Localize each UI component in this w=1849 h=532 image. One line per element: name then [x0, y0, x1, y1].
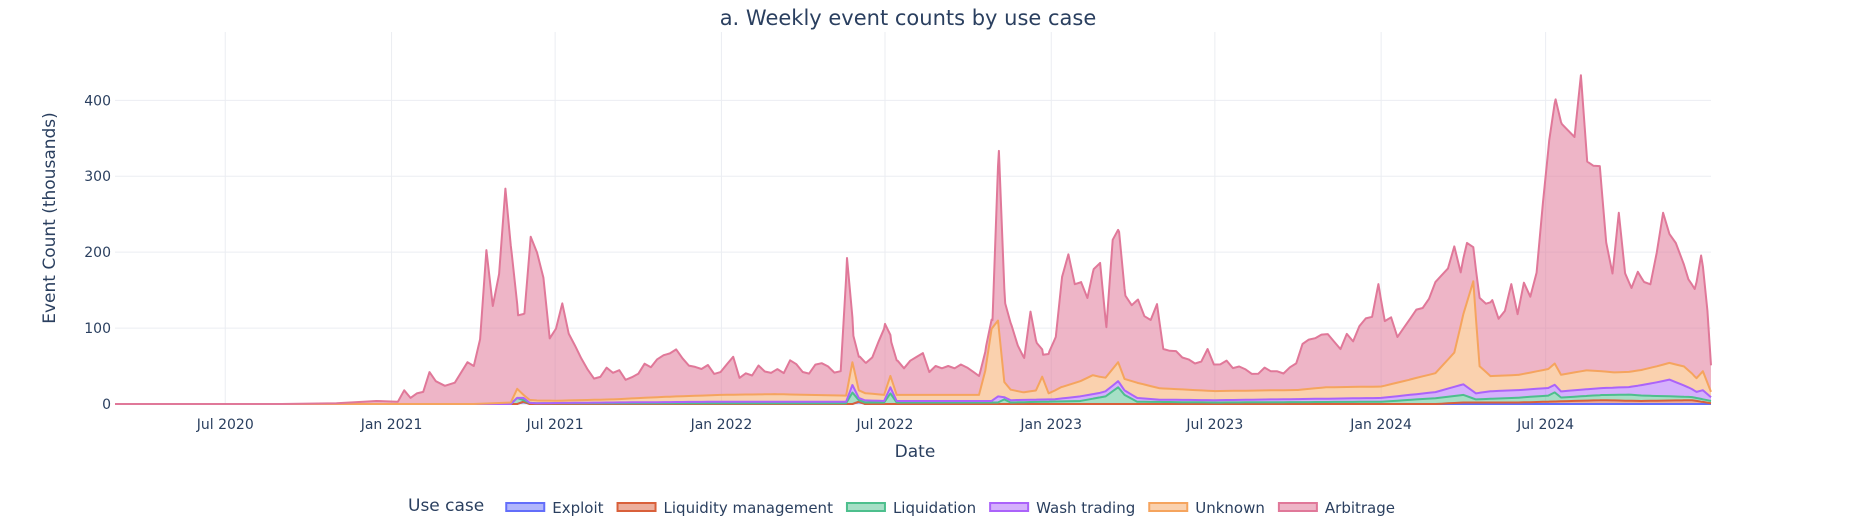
legend-swatch: [989, 502, 1030, 512]
legend-swatch: [845, 502, 886, 512]
x-axis-label: Date: [895, 442, 936, 462]
legend-label: Exploit: [552, 499, 603, 517]
line-unknown: [115, 280, 1712, 405]
x-tick-label: Jan 2023: [1019, 417, 1082, 433]
y-tick-label: 400: [84, 93, 111, 109]
y-axis-label: Event Count (thousands): [40, 112, 60, 324]
legend-label: Liquidation: [893, 499, 976, 517]
x-tick-label: Jan 2024: [1349, 417, 1412, 433]
legend-title: Use case: [408, 496, 484, 516]
legend-item-arbitrage[interactable]: Arbitrage: [1277, 499, 1395, 517]
tick-layer: Jul 2020 Jan 2021 Jul 2021 Jan 2022 Jul 2022…: [84, 93, 1574, 433]
x-tick-label: Jul 2020: [196, 417, 254, 433]
line-layer: [115, 74, 1712, 405]
legend-item-liquidation[interactable]: Liquidation: [845, 499, 976, 517]
y-tick-label: 200: [84, 245, 111, 261]
legend-swatch: [505, 502, 546, 512]
legend-item-unknown[interactable]: Unknown: [1148, 499, 1265, 517]
legend-item-exploit[interactable]: Exploit: [505, 499, 604, 517]
legend: Use case Exploit Liquidity management Liqu…: [408, 496, 1395, 517]
chart-title: a. Weekly event counts by use case: [720, 6, 1097, 30]
y-tick-label: 300: [84, 169, 111, 185]
legend-label: Unknown: [1195, 499, 1265, 517]
y-tick-label: 100: [84, 321, 111, 337]
x-tick-label: Jul 2021: [526, 417, 584, 433]
legend-swatch: [616, 502, 657, 512]
legend-item-liquidity-management[interactable]: Liquidity management: [616, 499, 834, 517]
line-arbitrage: [115, 74, 1712, 405]
x-tick-label: Jan 2021: [360, 417, 423, 433]
y-tick-label: 0: [102, 397, 111, 413]
legend-swatch: [1277, 502, 1318, 512]
legend-label: Wash trading: [1036, 499, 1135, 517]
x-tick-label: Jul 2023: [1185, 417, 1243, 433]
area-arbitrage: [115, 75, 1711, 404]
line-wash-trading: [115, 378, 1712, 405]
legend-label: Liquidity management: [664, 499, 834, 517]
legend-label: Arbitrage: [1325, 499, 1395, 517]
x-tick-label: Jan 2022: [690, 417, 753, 433]
x-tick-label: Jul 2024: [1516, 417, 1574, 433]
legend-item-wash-trading[interactable]: Wash trading: [989, 499, 1135, 517]
legend-swatch: [1148, 502, 1189, 512]
legend-items: Exploit Liquidity management Liquidation Wa…: [505, 499, 1395, 517]
x-tick-label: Jul 2022: [855, 417, 913, 433]
